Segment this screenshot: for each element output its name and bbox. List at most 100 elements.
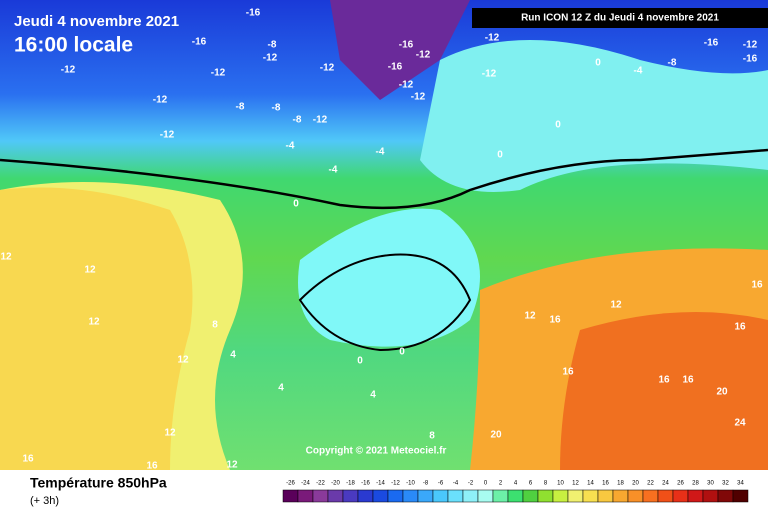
contour-label: -12 (320, 63, 335, 74)
scale-swatch (702, 489, 719, 503)
scale-label: 32 (722, 481, 729, 487)
contour-label: -16 (388, 62, 403, 73)
map-labels: -12-12-12-16-12-16-8-12-8 -8-8 -12-12-16-1… (0, 8, 763, 472)
contour-label: 16 (146, 461, 158, 472)
scale-swatch (477, 489, 494, 503)
scale-label: 26 (677, 481, 684, 487)
scale-label: 18 (617, 481, 624, 487)
contour-label: 16 (682, 375, 694, 386)
scale-swatch (567, 489, 584, 503)
contour-label: -12 (61, 65, 76, 76)
scale-swatch (627, 489, 644, 503)
scale-swatch (447, 489, 464, 503)
scale-label: -6 (438, 481, 444, 487)
contour-label: 16 (22, 454, 34, 465)
contour-label: 12 (0, 252, 12, 263)
scale-swatch (507, 489, 524, 503)
scale-swatch (597, 489, 614, 503)
contour-label: -12 (153, 95, 168, 106)
scale-label: 2 (499, 481, 503, 487)
contour-label: -16 (704, 38, 719, 49)
contour-label: -8 (293, 115, 302, 126)
scale-label: -14 (376, 481, 385, 487)
contour-label: 4 (230, 350, 236, 361)
scale-swatch (717, 489, 734, 503)
scale-label: 14 (587, 481, 594, 487)
scale-swatch (672, 489, 689, 503)
contour-label: -12 (160, 130, 175, 141)
scale-label: 22 (647, 481, 654, 487)
contour-label: 16 (734, 322, 746, 333)
contour-label: 16 (751, 280, 763, 291)
contour-label: 12 (84, 265, 96, 276)
contour-label: 4 (278, 383, 284, 394)
scale-label: 12 (572, 481, 579, 487)
contour-label: -12 (485, 33, 500, 44)
contour-label: 20 (716, 387, 728, 398)
contour-label: -16 (399, 40, 414, 51)
footer-title: Température 850hPa (30, 475, 167, 491)
scale-label: 16 (602, 481, 609, 487)
scale-swatch (657, 489, 674, 503)
footer-step: (+ 3h) (30, 495, 59, 507)
scale-label: -18 (346, 481, 355, 487)
contour-label: -8 (268, 40, 277, 51)
scale-swatch (522, 489, 539, 503)
contour-label: 24 (734, 418, 746, 429)
scale-label: -22 (316, 481, 325, 487)
contour-label: 12 (610, 300, 622, 311)
run-banner (472, 8, 768, 28)
scale-label: -4 (453, 481, 459, 487)
scale-label: 10 (557, 481, 564, 487)
scale-label: 8 (544, 481, 548, 487)
contour-label: -12 (263, 53, 278, 64)
scale-swatch (612, 489, 629, 503)
scale-swatch (432, 489, 449, 503)
contour-label: 4 (370, 390, 376, 401)
scale-label: 20 (632, 481, 639, 487)
contour-label: -4 (286, 141, 295, 152)
scale-label: 30 (707, 481, 714, 487)
contour-label: 8 (429, 431, 435, 442)
contour-label: 12 (177, 355, 189, 366)
contour-label: -8 (236, 102, 245, 113)
scale-swatch (582, 489, 599, 503)
contour-label: 8 (212, 320, 218, 331)
contour-label: 12 (88, 317, 100, 328)
contour-label: 12 (226, 460, 238, 471)
contour-label: 0 (497, 150, 503, 161)
contour-label: 20 (490, 430, 502, 441)
scale-swatch (387, 489, 404, 503)
contour-label: -4 (634, 66, 643, 77)
scale-swatch (642, 489, 659, 503)
scale-swatch (357, 489, 374, 503)
scale-swatch (732, 489, 749, 503)
contour-label: 0 (293, 199, 299, 210)
contour-label: 0 (595, 58, 601, 69)
scale-swatch (297, 489, 314, 503)
run-info: Run ICON 12 Z du Jeudi 4 novembre 2021 (521, 13, 719, 24)
contour-label: -4 (376, 147, 385, 158)
copyright: Copyright © 2021 Meteociel.fr (306, 446, 447, 457)
scale-label: -20 (331, 481, 340, 487)
scale-label: 24 (662, 481, 669, 487)
contour-label: 16 (549, 315, 561, 326)
contour-label: 0 (399, 347, 405, 358)
contour-label: -12 (411, 92, 426, 103)
contour-label: -12 (416, 50, 431, 61)
contour-label: -12 (313, 115, 328, 126)
scale-label: 4 (514, 481, 518, 487)
contour-label: 0 (357, 356, 363, 367)
scale-swatch (492, 489, 509, 503)
scale-swatch (312, 489, 329, 503)
scale-swatch (372, 489, 389, 503)
scale-label: -8 (423, 481, 429, 487)
contour-label: 12 (524, 311, 536, 322)
color-scale: -26 -24 -22 -20 -18 -16 -14 -12 -10 -8 -6 -4 -2 0 2 4 6 8… (282, 481, 749, 503)
scale-label: -26 (286, 481, 295, 487)
scale-label: 28 (692, 481, 699, 487)
contour-label: -12 (399, 80, 414, 91)
contour-label: -8 (272, 103, 281, 114)
scale-swatch (417, 489, 434, 503)
scale-label: -2 (468, 481, 474, 487)
